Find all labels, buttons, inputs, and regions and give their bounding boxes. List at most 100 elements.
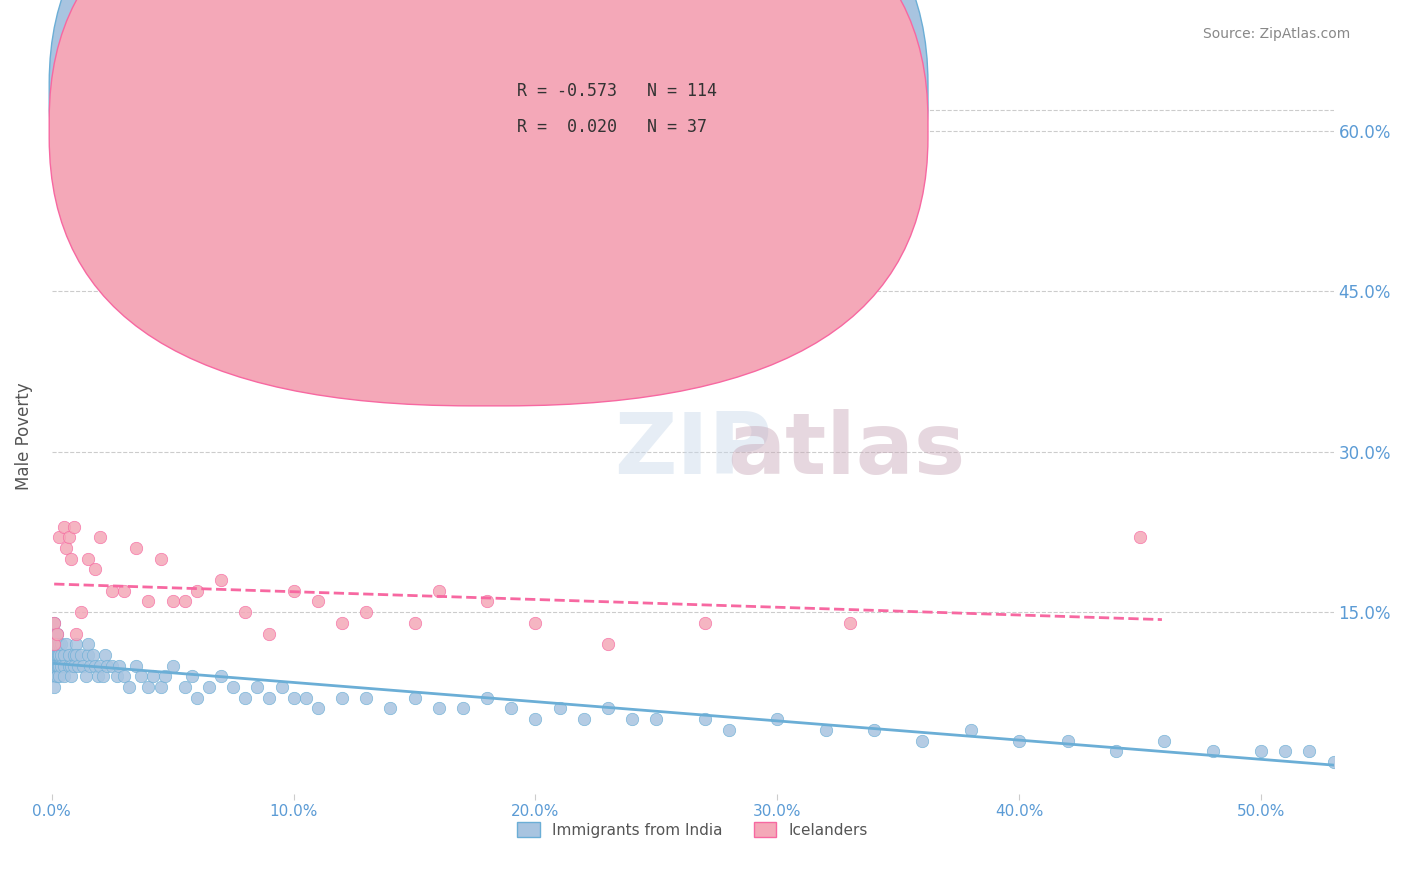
Point [112, 669, 135, 683]
Point [1202, 744, 1225, 758]
Point [67, 658, 90, 673]
Point [77, 551, 100, 566]
Point [283, 583, 305, 598]
Point [222, 680, 245, 694]
Text: R =  0.020   N = 37: R = 0.020 N = 37 [517, 118, 707, 136]
Point [404, 690, 426, 705]
Point [45, 648, 67, 662]
Point [475, 594, 498, 608]
Point [46, 658, 69, 673]
Point [1298, 744, 1320, 758]
Point [186, 690, 208, 705]
Point [69, 605, 91, 619]
Point [524, 712, 547, 726]
Point [86, 669, 108, 683]
Point [44, 648, 66, 662]
Point [112, 583, 135, 598]
Point [404, 615, 426, 630]
Point [475, 690, 498, 705]
Text: IMMIGRANTS FROM INDIA VS ICELANDER MALE POVERTY CORRELATION CHART: IMMIGRANTS FROM INDIA VS ICELANDER MALE … [56, 27, 852, 45]
Point [524, 615, 547, 630]
Point [105, 669, 128, 683]
Point [125, 541, 148, 555]
Point [125, 658, 148, 673]
Point [44, 680, 66, 694]
Point [427, 701, 450, 715]
Point [814, 723, 837, 737]
Point [717, 723, 740, 737]
Point [142, 669, 165, 683]
Point [1274, 744, 1296, 758]
Point [108, 658, 131, 673]
Text: R = -0.573   N = 114: R = -0.573 N = 114 [517, 82, 717, 100]
Point [118, 680, 141, 694]
Point [52, 519, 75, 533]
Point [58, 530, 80, 544]
Point [233, 605, 256, 619]
Point [1008, 733, 1031, 747]
Point [65, 626, 87, 640]
Point [44, 658, 66, 673]
Point [149, 680, 172, 694]
Point [44, 648, 66, 662]
Point [45, 626, 67, 640]
Point [44, 615, 66, 630]
Point [1347, 755, 1369, 769]
Point [60, 669, 83, 683]
Point [354, 605, 377, 619]
Point [94, 648, 117, 662]
Point [354, 690, 377, 705]
Y-axis label: Male Poverty: Male Poverty [15, 382, 32, 490]
Point [1129, 530, 1152, 544]
Point [246, 680, 269, 694]
Point [427, 583, 450, 598]
Point [186, 583, 208, 598]
Point [270, 680, 292, 694]
Point [181, 669, 204, 683]
Point [48, 530, 70, 544]
Point [44, 626, 66, 640]
Point [162, 594, 184, 608]
Point [75, 669, 97, 683]
Point [596, 701, 619, 715]
Point [1371, 755, 1393, 769]
Point [44, 658, 66, 673]
Point [198, 680, 221, 694]
Point [1153, 733, 1175, 747]
Point [621, 712, 644, 726]
Point [44, 615, 66, 630]
Point [79, 658, 101, 673]
Point [863, 723, 886, 737]
Legend: Immigrants from India, Icelanders: Immigrants from India, Icelanders [512, 815, 875, 844]
Text: atlas: atlas [727, 409, 966, 491]
Point [45, 669, 67, 683]
Point [51, 658, 73, 673]
Point [91, 669, 114, 683]
Point [69, 648, 91, 662]
Point [138, 594, 160, 608]
Point [89, 530, 111, 544]
Point [48, 648, 70, 662]
Point [101, 658, 124, 673]
Point [44, 637, 66, 651]
Point [693, 615, 716, 630]
Point [233, 690, 256, 705]
Text: ZIP: ZIP [614, 409, 772, 491]
Point [149, 551, 172, 566]
Point [84, 658, 107, 673]
Point [52, 648, 75, 662]
Point [162, 658, 184, 673]
Point [911, 733, 934, 747]
Point [451, 701, 474, 715]
Point [45, 658, 67, 673]
Point [44, 637, 66, 651]
Point [155, 669, 177, 683]
Point [44, 648, 66, 662]
Point [89, 658, 111, 673]
Point [52, 669, 75, 683]
Point [51, 648, 73, 662]
Point [82, 648, 104, 662]
Point [307, 594, 329, 608]
Point [1056, 733, 1078, 747]
Point [62, 648, 84, 662]
